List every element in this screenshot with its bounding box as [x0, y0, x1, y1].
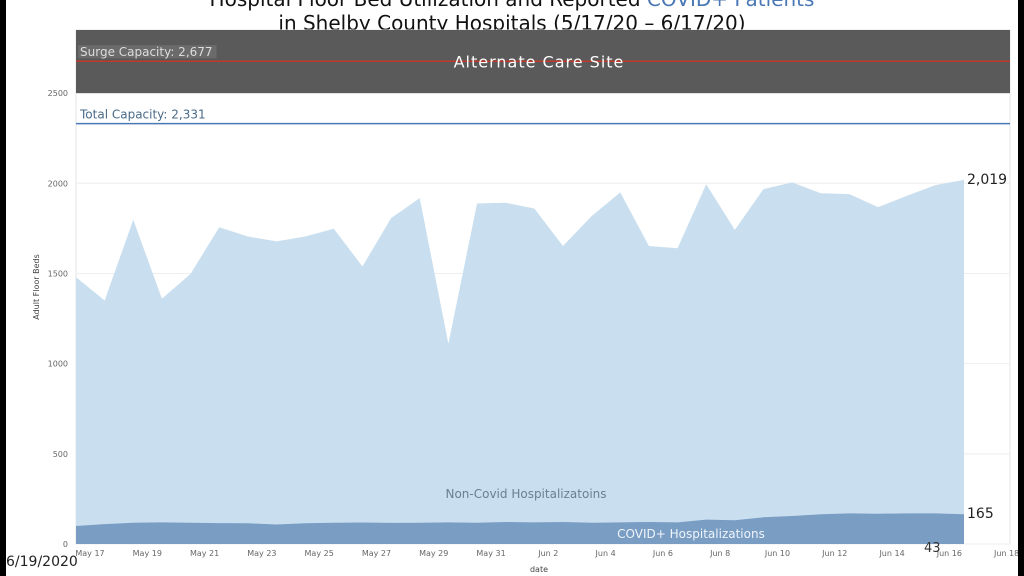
series-label-covid: COVID+ Hospitalizations	[617, 527, 765, 541]
x-tick-label: Jun 18	[993, 549, 1018, 558]
y-tick-label: 1500	[48, 269, 68, 278]
covid-end-label: 165	[967, 506, 994, 522]
x-tick-label: Jun 6	[652, 549, 673, 558]
x-tick-label: Jun 16	[936, 549, 962, 558]
x-tick-label: May 27	[362, 549, 391, 558]
title-line-1: Hospital Floor Bed Utilization and Repor…	[6, 0, 1018, 11]
x-tick-label: May 25	[305, 549, 334, 558]
page-number: 43	[924, 541, 941, 556]
y-tick-label: 1000	[48, 360, 68, 369]
covid-area	[76, 513, 964, 544]
y-tick-label: 2000	[48, 179, 68, 188]
slide: Hospital Floor Bed Utilization and Repor…	[6, 0, 1018, 576]
x-tick-label: May 31	[476, 549, 505, 558]
x-tick-label: Jun 10	[764, 549, 790, 558]
title-text: Hospital Floor Bed Utilization and Repor…	[210, 0, 647, 11]
y-tick-label: 500	[53, 450, 68, 459]
x-tick-label: Jun 14	[878, 549, 904, 558]
y-axis-title: Adult Floor Beds	[32, 254, 41, 319]
x-tick-label: May 19	[133, 549, 162, 558]
x-tick-label: Jun 12	[821, 549, 847, 558]
x-tick-label: Jun 8	[709, 549, 730, 558]
non-covid-area	[76, 179, 964, 544]
x-tick-label: May 17	[75, 549, 104, 558]
footer-date: 6/19/2020	[6, 554, 78, 570]
y-tick-label: 0	[63, 540, 68, 549]
surge-capacity-label: Surge Capacity: 2,677	[80, 45, 213, 59]
total-end-label: 2,019	[967, 172, 1007, 188]
reference-label-bg	[78, 107, 210, 121]
x-axis-title: date	[530, 565, 548, 574]
x-tick-label: May 29	[419, 549, 448, 558]
total-capacity-label: Total Capacity: 2,331	[79, 108, 206, 122]
x-tick-label: Jun 4	[595, 549, 616, 558]
x-tick-label: Jun 2	[537, 549, 558, 558]
y-tick-label: 2500	[48, 89, 68, 98]
series-label-non-covid: Non-Covid Hospitalizatoins	[445, 487, 606, 501]
reference-label-bg	[78, 45, 217, 59]
x-tick-label: May 23	[247, 549, 276, 558]
title-covid-text: COVID+ Patients	[647, 0, 815, 11]
x-tick-label: May 21	[190, 549, 219, 558]
alternate-care-label: Alternate Care Site	[454, 53, 625, 72]
area-chart: Surge Capacity: 2,677 Total Capacity: 2,3…	[32, 29, 1018, 574]
